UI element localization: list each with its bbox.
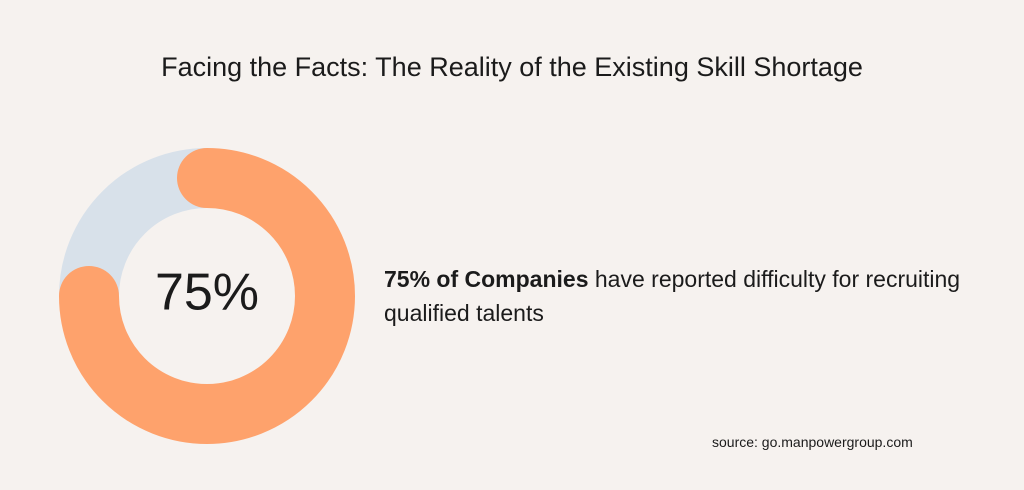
donut-segment [59, 148, 355, 444]
chart-title: Facing the Facts: The Reality of the Exi… [161, 52, 863, 82]
donut-chart: 75% [59, 148, 355, 444]
center-label: 75% [155, 264, 259, 322]
source: source: go.manpowergroup.com [712, 434, 913, 450]
annotation: 75% of Companies have reported difficult… [384, 262, 964, 330]
highlight: 75% of Companies [384, 266, 589, 292]
annotation-text: have reported difficulty for recruiting … [384, 266, 961, 326]
